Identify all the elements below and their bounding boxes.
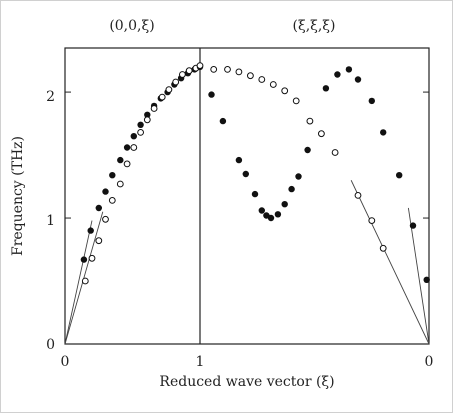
data-point-filled <box>354 76 362 83</box>
x-axis-label: Reduced wave vector (ξ) <box>159 374 334 390</box>
data-point-open <box>137 129 145 136</box>
data-point-open <box>292 97 300 105</box>
data-point-filled <box>130 133 137 140</box>
data-point-filled <box>396 172 403 179</box>
data-point-open <box>196 62 204 69</box>
data-point-open <box>116 180 124 188</box>
data-point-open <box>258 76 266 83</box>
sound-velocity-line <box>64 220 93 345</box>
data-point-open <box>130 144 138 151</box>
data-point-filled <box>242 170 249 178</box>
data-point-open <box>81 277 89 285</box>
data-point-filled <box>288 185 295 193</box>
data-point-filled <box>95 204 103 212</box>
data-point-open <box>247 72 254 80</box>
sound-velocity-line <box>64 211 104 345</box>
data-point-filled <box>80 256 88 263</box>
data-point-open <box>179 71 186 78</box>
data-point-open <box>281 87 289 95</box>
sound-velocity-line <box>407 207 430 345</box>
panel-title-left: (0,0,ξ) <box>109 18 154 34</box>
data-point-open <box>368 217 376 225</box>
data-point-filled <box>274 211 282 218</box>
y-tick-label-0: 0 <box>46 337 55 353</box>
data-point-open <box>143 116 151 124</box>
data-point-open <box>95 237 103 245</box>
data-point-open <box>172 78 180 86</box>
data-point-filled <box>219 117 227 125</box>
data-point-filled <box>281 201 288 208</box>
data-points-layer <box>80 62 430 285</box>
data-point-open <box>306 117 314 125</box>
data-point-filled <box>267 214 275 222</box>
sound-velocity-line <box>350 180 430 345</box>
data-point-filled <box>87 227 94 234</box>
data-point-filled <box>345 66 353 73</box>
data-point-open <box>158 93 166 101</box>
data-point-filled <box>409 222 417 229</box>
data-point-open <box>354 192 362 199</box>
data-point-open <box>108 197 116 204</box>
y-tick-label-2: 2 <box>46 89 55 105</box>
y-tick-label-1: 1 <box>46 213 55 229</box>
data-point-open <box>102 215 109 223</box>
data-point-filled <box>251 190 259 198</box>
data-point-filled <box>295 173 302 180</box>
panel-title-right: (ξ,ξ,ξ) <box>293 18 336 34</box>
data-point-open <box>185 67 193 75</box>
data-point-open <box>88 254 96 262</box>
data-point-filled <box>208 91 215 98</box>
data-point-filled <box>423 276 430 283</box>
data-point-filled <box>102 188 109 195</box>
data-point-open <box>165 86 173 93</box>
data-point-filled <box>322 85 330 92</box>
data-point-open <box>379 244 387 252</box>
data-point-filled <box>109 172 116 179</box>
data-point-filled <box>117 156 124 164</box>
x-tick-label-left-0: 0 <box>61 354 70 370</box>
data-point-filled <box>368 97 375 105</box>
data-point-filled <box>235 156 243 164</box>
data-point-open <box>331 149 339 156</box>
x-tick-label-mid-1: 1 <box>196 354 205 370</box>
data-point-filled <box>334 71 341 78</box>
data-point-open <box>318 130 325 138</box>
data-point-filled <box>258 207 265 214</box>
data-point-filled <box>144 111 151 119</box>
data-point-open <box>210 66 218 73</box>
data-point-open <box>235 68 243 76</box>
data-point-filled <box>380 129 387 136</box>
plot-frame <box>64 47 430 345</box>
axes-layer <box>64 47 430 345</box>
data-point-open <box>123 160 131 168</box>
guide-lines-layer <box>64 180 430 345</box>
data-point-filled <box>304 146 311 154</box>
x-tick-label-right-0: 0 <box>425 354 434 370</box>
y-axis-label: Frequency (THz) <box>10 136 26 256</box>
data-point-open <box>150 105 158 112</box>
data-point-open <box>224 66 231 73</box>
data-point-filled <box>137 121 144 128</box>
data-point-filled <box>123 144 131 151</box>
data-point-open <box>269 81 277 88</box>
